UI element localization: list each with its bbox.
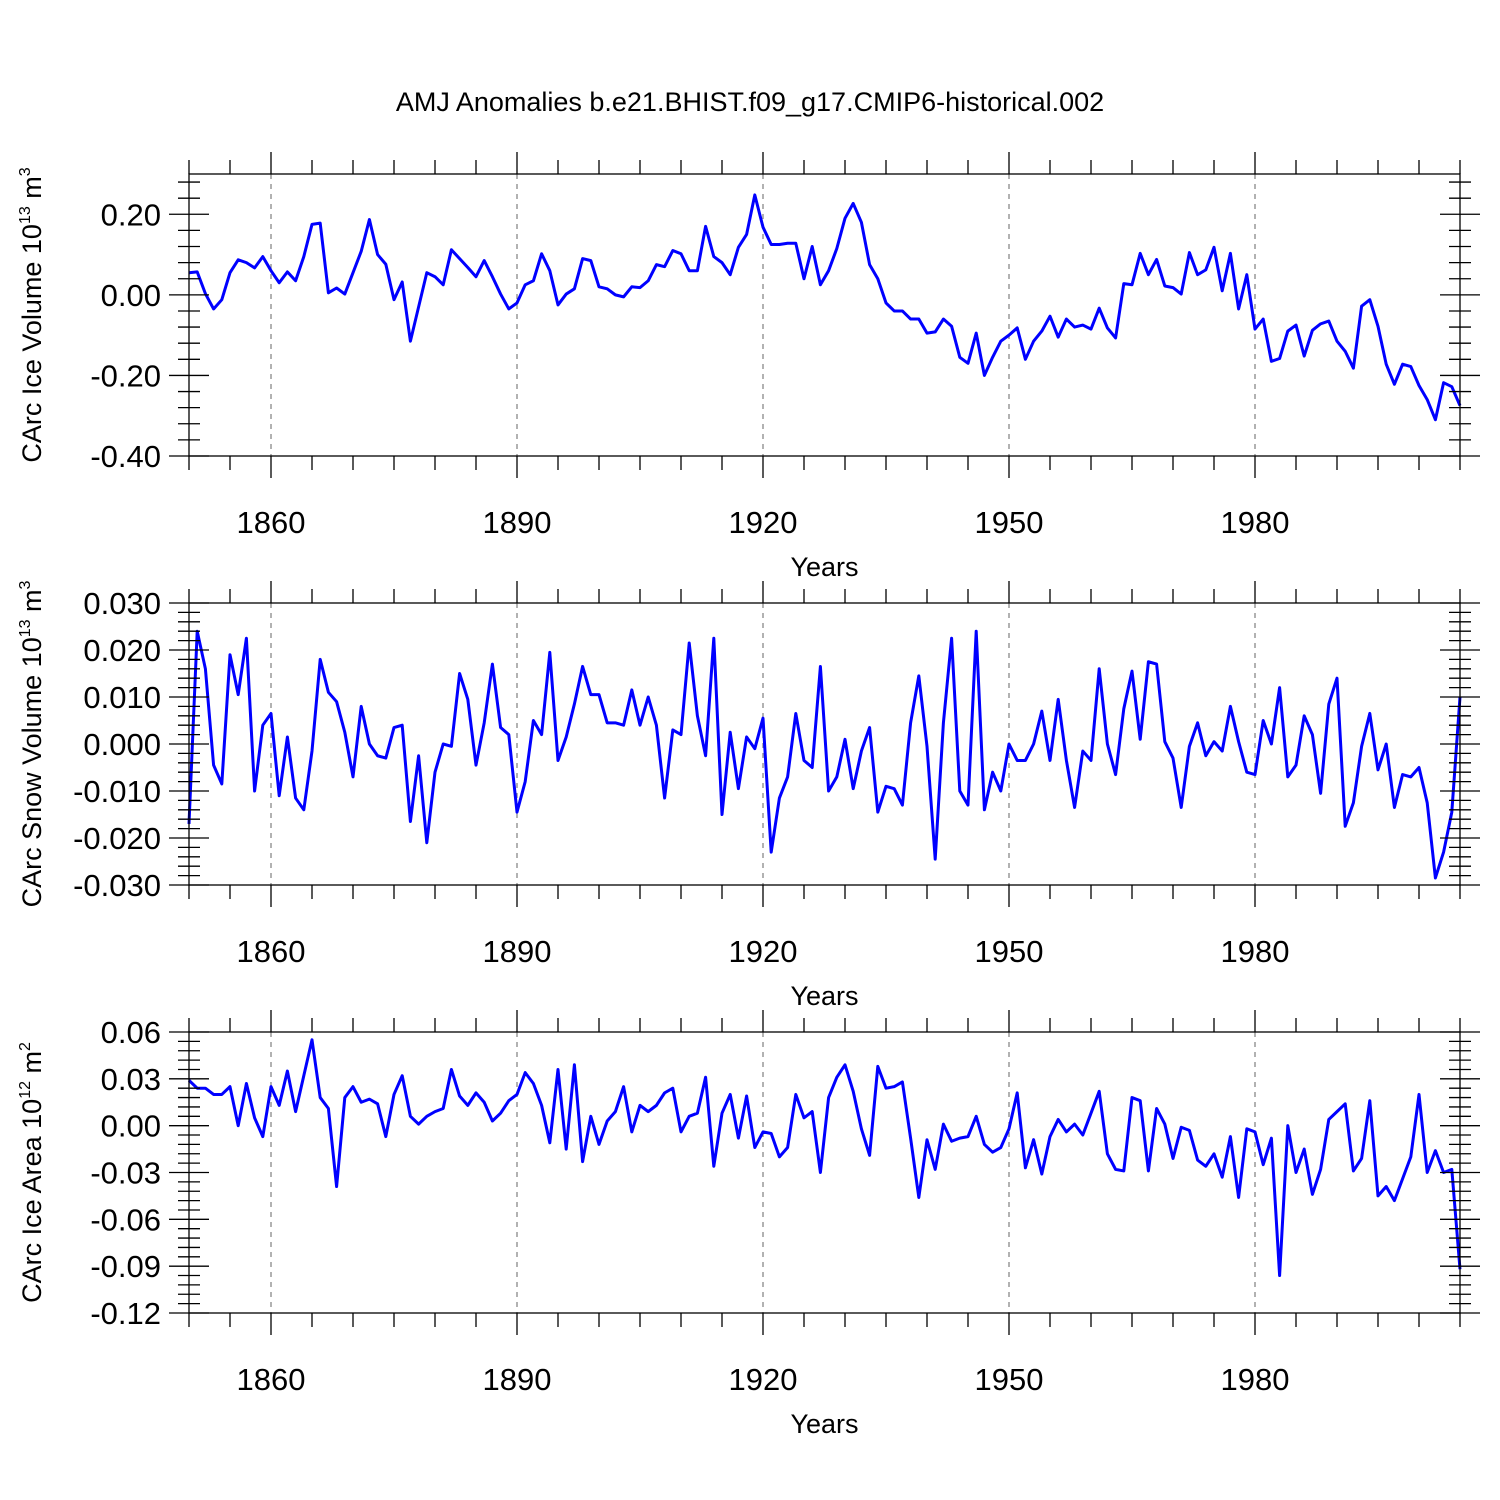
series-line (188, 193, 1462, 422)
y-tick-label: -0.20 (90, 358, 161, 393)
y-axis-label: CArc Ice Area 1012 m2 (17, 1042, 47, 1303)
y-tick-label: -0.020 (73, 821, 161, 856)
panel-ice-area: 1860 1890 1920 1950 1980 -0.12 -0.09 -0.06 -0.03… (17, 1010, 1480, 1439)
x-axis-label: Years (790, 981, 858, 1011)
x-tick-label: 1860 (237, 505, 306, 540)
y-tick-label: 0.010 (83, 680, 161, 715)
x-tick-label: 1920 (729, 505, 798, 540)
y-tick-label: 0.00 (101, 1109, 161, 1144)
x-tick-label: 1860 (237, 1362, 306, 1397)
x-tick-label: 1950 (975, 1362, 1044, 1397)
x-axis-label: Years (790, 552, 858, 582)
y-tick-label: 0.20 (101, 197, 161, 232)
x-tick-label: 1980 (1221, 1362, 1290, 1397)
x-tick-label: 1950 (975, 505, 1044, 540)
figure-title: AMJ Anomalies b.e21.BHIST.f09_g17.CMIP6-… (396, 87, 1104, 117)
x-axis-label: Years (790, 1409, 858, 1439)
x-tick-label: 1980 (1221, 934, 1290, 969)
y-axis-label: CArc Snow Volume 1013 m3 (17, 580, 47, 907)
x-tick-label: 1890 (483, 1362, 552, 1397)
y-tick-label: -0.06 (90, 1202, 161, 1237)
series-line (187, 629, 1462, 880)
x-tick-label: 1860 (237, 934, 306, 969)
y-tick-label: -0.010 (73, 774, 161, 809)
x-tick-label: 1920 (729, 1362, 798, 1397)
y-tick-label: -0.030 (73, 868, 161, 903)
x-tick-label: 1950 (975, 934, 1044, 969)
y-tick-label: -0.03 (90, 1156, 161, 1191)
y-tick-label: 0.020 (83, 633, 161, 668)
y-axis-label: CArc Ice Volume 1013 m3 (17, 167, 47, 462)
series-line (187, 1038, 1462, 1278)
y-tick-label: -0.40 (90, 439, 161, 474)
plot-frame (188, 173, 1461, 457)
x-tick-label: 1980 (1221, 505, 1290, 540)
plot-frame (188, 1031, 1461, 1314)
x-tick-label: 1890 (483, 505, 552, 540)
y-tick-label: 0.06 (101, 1015, 161, 1050)
x-tick-label: 1890 (483, 934, 552, 969)
y-tick-label: -0.09 (90, 1249, 161, 1284)
y-tick-label: -0.12 (90, 1296, 161, 1331)
y-tick-label: 0.03 (101, 1062, 161, 1097)
y-tick-label: 0.030 (83, 586, 161, 621)
y-tick-label: 0.00 (101, 278, 161, 313)
y-tick-label: 0.000 (83, 727, 161, 762)
panel-snow-volume: 1860 1890 1920 1950 1980 -0.030 -0.020 -0.010 0.… (17, 580, 1480, 1011)
panel-ice-volume: 1860 1890 1920 1950 1980 -0.40 -0.20 0.00 0.20 Ye… (17, 152, 1480, 582)
x-tick-label: 1920 (729, 934, 798, 969)
